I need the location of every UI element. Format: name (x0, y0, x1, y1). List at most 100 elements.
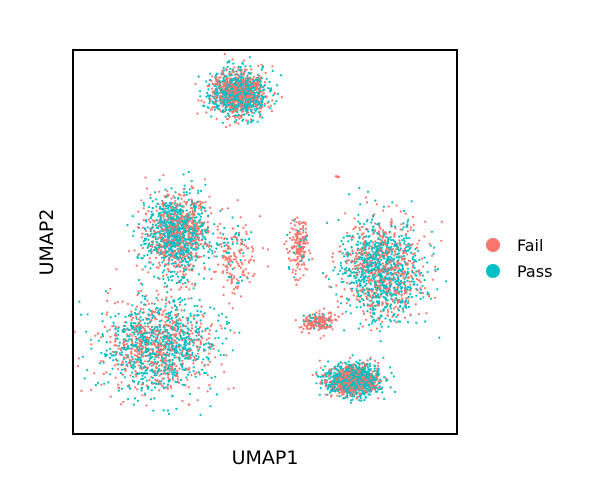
point-fail (139, 342, 142, 345)
point-fail (162, 351, 165, 355)
point-pass (394, 240, 397, 243)
point-fail (76, 364, 80, 368)
point-fail (225, 68, 228, 71)
point-fail (167, 243, 171, 247)
point-pass (224, 115, 227, 118)
point-pass (175, 346, 178, 349)
point-pass (407, 245, 410, 248)
point-pass (183, 298, 186, 301)
point-fail (236, 100, 239, 103)
point-pass (170, 363, 173, 366)
point-fail (105, 313, 108, 316)
point-pass (348, 193, 351, 196)
point-pass (109, 347, 112, 350)
point-pass (191, 354, 194, 357)
point-fail (220, 86, 223, 89)
point-pass (185, 376, 188, 379)
point-pass (239, 91, 242, 94)
point-pass (151, 235, 154, 238)
point-pass (204, 238, 207, 241)
point-fail (192, 230, 195, 233)
point-pass (105, 349, 108, 352)
point-fail (114, 325, 118, 328)
point-fail (208, 332, 211, 335)
point-fail (417, 313, 420, 316)
point-fail (134, 386, 137, 389)
point-pass (186, 249, 189, 252)
point-pass (265, 77, 268, 80)
point-pass (406, 225, 409, 228)
point-fail (252, 89, 255, 92)
point-fail (351, 267, 354, 271)
point-fail (200, 305, 203, 308)
point-pass (392, 314, 395, 317)
point-fail (228, 98, 231, 101)
point-pass (160, 380, 163, 383)
point-fail (153, 230, 156, 233)
point-pass (144, 343, 147, 346)
point-pass (172, 344, 175, 347)
point-fail (176, 378, 180, 381)
point-fail (116, 301, 119, 304)
point-pass (215, 72, 218, 75)
point-pass (86, 368, 89, 372)
point-pass (259, 83, 262, 86)
point-fail (200, 239, 203, 242)
point-fail (171, 232, 174, 235)
point-fail (182, 194, 185, 197)
point-fail (90, 343, 93, 346)
point-fail (192, 212, 195, 215)
point-pass (156, 341, 160, 344)
point-pass (196, 314, 199, 317)
point-fail (210, 212, 213, 215)
point-fail (181, 339, 184, 342)
point-pass (365, 220, 368, 223)
point-fail (187, 242, 190, 245)
point-pass (374, 280, 377, 283)
point-fail (180, 197, 183, 200)
point-pass (149, 234, 152, 237)
point-pass (406, 279, 409, 282)
point-pass (410, 287, 413, 290)
point-pass (248, 103, 251, 106)
point-fail (237, 67, 240, 70)
point-fail (375, 203, 378, 206)
point-fail (230, 72, 233, 75)
point-pass (153, 327, 156, 330)
point-fail (187, 386, 190, 389)
point-pass (407, 305, 411, 308)
point-pass (184, 258, 187, 261)
point-pass (183, 369, 186, 372)
point-fail (150, 250, 153, 253)
point-fail (243, 87, 246, 90)
point-pass (164, 255, 167, 258)
point-pass (410, 280, 413, 283)
point-pass (114, 315, 117, 318)
point-pass (166, 351, 169, 354)
point-fail (181, 230, 184, 233)
point-fail (228, 91, 231, 94)
point-fail (421, 292, 424, 295)
point-fail (374, 240, 377, 243)
point-pass (345, 297, 348, 300)
point-fail (127, 361, 130, 364)
point-pass (136, 313, 139, 316)
point-pass (151, 376, 154, 379)
point-pass (194, 259, 197, 262)
point-fail (193, 255, 196, 258)
point-fail (385, 283, 388, 286)
point-fail (241, 103, 244, 106)
point-pass (222, 91, 225, 94)
point-pass (145, 339, 148, 342)
point-pass (244, 100, 247, 103)
point-pass (166, 250, 169, 253)
point-pass (263, 88, 266, 91)
point-fail (144, 212, 147, 215)
point-fail (233, 89, 236, 92)
point-pass (162, 377, 165, 380)
point-pass (120, 368, 124, 371)
point-pass (143, 392, 147, 395)
point-fail (155, 318, 158, 321)
point-fail (183, 354, 186, 357)
point-pass (148, 359, 151, 363)
